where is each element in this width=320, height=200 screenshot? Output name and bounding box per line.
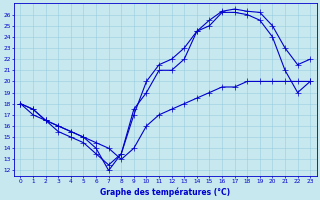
- X-axis label: Graphe des températures (°C): Graphe des températures (°C): [100, 187, 230, 197]
